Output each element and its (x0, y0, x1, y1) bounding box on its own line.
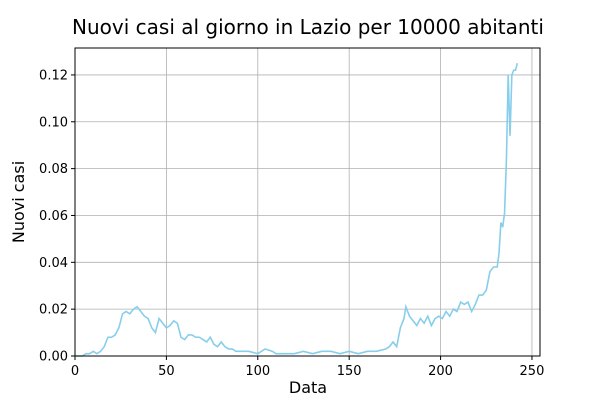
x-tick-label: 250 (520, 364, 545, 379)
x-tick-label: 100 (245, 364, 270, 379)
y-tick-label: 0.08 (39, 162, 68, 177)
x-tick-label: 200 (428, 364, 453, 379)
chart-title: Nuovi casi al giorno in Lazio per 10000 … (72, 15, 544, 39)
plot-frame (74, 47, 541, 357)
data-line (75, 63, 519, 357)
y-tick-label: 0.04 (39, 256, 68, 271)
x-tick-label: 50 (158, 364, 175, 379)
x-tick-label: 150 (337, 364, 362, 379)
y-axis-label: Nuovi casi (9, 161, 28, 243)
y-tick-label: 0.00 (39, 350, 68, 365)
x-axis-label: Data (289, 378, 327, 397)
x-tick-label: 0 (71, 364, 79, 379)
y-tick-label: 0.02 (39, 303, 68, 318)
y-tick-label: 0.10 (39, 115, 68, 130)
y-tick-label: 0.06 (39, 209, 68, 224)
y-tick-label: 0.12 (39, 68, 68, 83)
